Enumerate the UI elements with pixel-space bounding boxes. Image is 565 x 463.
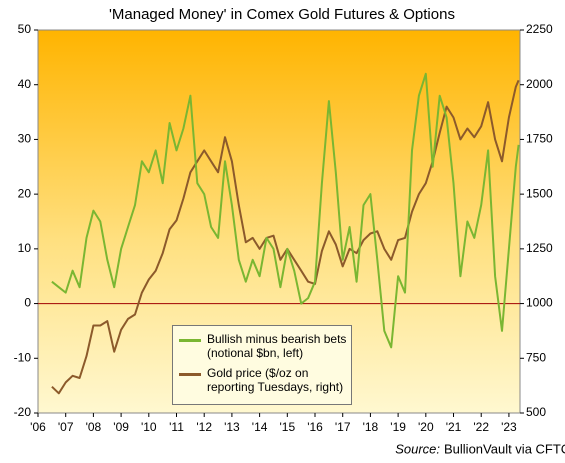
y2-tick-label: 1500 <box>526 186 553 200</box>
legend-item: Gold price ($/oz on reporting Tuesdays, … <box>177 366 347 394</box>
legend-swatch <box>179 339 201 342</box>
x-tick-label: '13 <box>224 420 240 434</box>
x-tick-label: '17 <box>335 420 351 434</box>
legend-label: Bullish minus bearish bets (notional $bn… <box>207 332 347 360</box>
x-tick-label: '06 <box>30 420 46 434</box>
source: BullionVault via CFTC, LBMA <box>444 441 565 456</box>
source-label: Source: <box>395 441 440 456</box>
y-tick-label: 30 <box>18 132 32 146</box>
chart-title: 'Managed Money' in Comex Gold Futures & … <box>109 6 455 23</box>
legend-label: Gold price ($/oz on reporting Tuesdays, … <box>207 366 344 394</box>
x-tick-label: '22 <box>473 420 489 434</box>
y2-tick-label: 1750 <box>526 132 553 146</box>
x-tick-label: '12 <box>196 420 212 434</box>
x-tick-label: '15 <box>279 420 295 434</box>
x-tick-label: '07 <box>58 420 74 434</box>
legend-swatch <box>179 373 201 376</box>
y-tick-label: 20 <box>18 186 32 200</box>
y2-tick-label: 1250 <box>526 241 553 255</box>
y2-tick-label: 2000 <box>526 77 553 91</box>
x-tick-label: '20 <box>418 420 434 434</box>
x-tick-label: '18 <box>363 420 379 434</box>
y-tick-label: -10 <box>14 350 32 364</box>
y-tick-label: 50 <box>18 22 32 36</box>
y-tick-label: 40 <box>18 77 32 91</box>
y2-tick-label: 750 <box>526 350 546 364</box>
y2-tick-label: 500 <box>526 405 546 419</box>
y-tick-label: -20 <box>14 405 32 419</box>
legend: Bullish minus bearish bets (notional $bn… <box>172 325 352 405</box>
x-tick-label: '08 <box>86 420 102 434</box>
x-tick-label: '16 <box>307 420 323 434</box>
series-line <box>51 72 520 349</box>
y-tick-label: 0 <box>24 296 31 310</box>
x-tick-label: '10 <box>141 420 157 434</box>
x-tick-label: '11 <box>169 420 184 434</box>
y2-tick-label: 1000 <box>526 296 553 310</box>
x-tick-label: '21 <box>446 420 462 434</box>
legend-item: Bullish minus bearish bets (notional $bn… <box>177 332 347 360</box>
x-tick-label: '09 <box>113 420 129 434</box>
x-tick-label: '14 <box>252 420 268 434</box>
x-tick-label: '19 <box>390 420 406 434</box>
y-tick-label: 10 <box>18 241 32 255</box>
x-tick-label: '23 <box>501 420 517 434</box>
y2-tick-label: 2250 <box>526 22 553 36</box>
